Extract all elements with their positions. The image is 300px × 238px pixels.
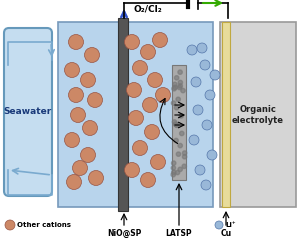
Circle shape — [155, 88, 170, 103]
FancyBboxPatch shape — [4, 28, 52, 196]
Text: Li⁺: Li⁺ — [225, 222, 236, 228]
Circle shape — [176, 97, 180, 102]
Text: O₂/Cl₂: O₂/Cl₂ — [134, 5, 163, 14]
Circle shape — [182, 151, 187, 155]
Circle shape — [178, 70, 182, 74]
Text: Organic
electrolyte: Organic electrolyte — [232, 105, 284, 125]
Circle shape — [64, 133, 80, 148]
Text: NiO@SP: NiO@SP — [107, 229, 141, 238]
Circle shape — [172, 120, 177, 124]
Bar — [222, 22, 230, 207]
Circle shape — [202, 120, 212, 130]
Circle shape — [124, 163, 140, 178]
Circle shape — [175, 76, 179, 80]
Circle shape — [142, 98, 158, 113]
Circle shape — [207, 150, 217, 160]
Circle shape — [172, 87, 176, 91]
Circle shape — [175, 123, 179, 127]
Circle shape — [70, 108, 86, 123]
Circle shape — [178, 144, 182, 148]
Circle shape — [179, 114, 183, 118]
Circle shape — [174, 138, 178, 143]
Circle shape — [187, 45, 197, 55]
Circle shape — [80, 148, 95, 163]
Circle shape — [67, 174, 82, 189]
Circle shape — [133, 140, 148, 155]
Circle shape — [191, 77, 201, 87]
Circle shape — [173, 122, 178, 126]
Circle shape — [175, 170, 180, 175]
Circle shape — [171, 166, 176, 170]
Circle shape — [171, 101, 176, 105]
Circle shape — [148, 73, 163, 88]
Bar — [172, 65, 186, 180]
Circle shape — [178, 84, 182, 88]
Circle shape — [73, 160, 88, 175]
Circle shape — [172, 170, 176, 174]
Circle shape — [215, 221, 223, 229]
Bar — [58, 22, 213, 207]
Circle shape — [173, 85, 177, 89]
Circle shape — [201, 180, 211, 190]
Circle shape — [127, 83, 142, 98]
Circle shape — [173, 82, 177, 87]
Text: Other cations: Other cations — [17, 222, 71, 228]
Circle shape — [128, 110, 143, 125]
Circle shape — [88, 93, 103, 108]
Bar — [118, 18, 128, 211]
Circle shape — [133, 60, 148, 75]
Circle shape — [197, 43, 207, 53]
Circle shape — [140, 173, 155, 188]
Circle shape — [175, 123, 179, 127]
Circle shape — [193, 105, 203, 115]
Circle shape — [200, 60, 210, 70]
Text: Seawater: Seawater — [4, 108, 52, 116]
Circle shape — [176, 152, 181, 156]
Circle shape — [140, 45, 155, 60]
Circle shape — [172, 161, 176, 165]
Circle shape — [177, 85, 182, 90]
Circle shape — [178, 167, 182, 172]
Circle shape — [182, 164, 187, 169]
Circle shape — [171, 173, 175, 177]
Circle shape — [174, 105, 179, 110]
Circle shape — [145, 124, 160, 139]
Circle shape — [210, 70, 220, 80]
Circle shape — [152, 33, 167, 48]
Circle shape — [68, 35, 83, 50]
Circle shape — [80, 73, 95, 88]
Circle shape — [178, 80, 182, 85]
Text: LATSP: LATSP — [166, 229, 192, 238]
Text: Cu: Cu — [220, 229, 232, 238]
Circle shape — [182, 154, 187, 159]
Circle shape — [64, 63, 80, 78]
Circle shape — [82, 120, 98, 135]
Circle shape — [151, 154, 166, 169]
Circle shape — [88, 170, 104, 185]
Circle shape — [124, 35, 140, 50]
Circle shape — [181, 88, 185, 93]
Circle shape — [195, 165, 205, 175]
Bar — [220, 22, 296, 207]
Circle shape — [85, 48, 100, 63]
Circle shape — [5, 220, 15, 230]
Circle shape — [180, 131, 184, 136]
Circle shape — [68, 88, 83, 103]
Circle shape — [189, 135, 199, 145]
Circle shape — [205, 90, 215, 100]
